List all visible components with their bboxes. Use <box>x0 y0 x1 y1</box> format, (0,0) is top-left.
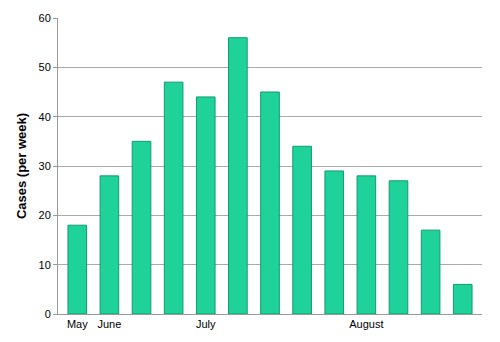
svg-text:60: 60 <box>39 12 51 24</box>
svg-text:10: 10 <box>39 259 51 271</box>
svg-text:May: May <box>67 318 88 330</box>
svg-text:July: July <box>196 318 216 330</box>
svg-text:August: August <box>349 318 383 330</box>
svg-text:Cases (per week): Cases (per week) <box>14 113 29 219</box>
svg-text:June: June <box>97 318 121 330</box>
svg-text:30: 30 <box>39 160 51 172</box>
svg-text:50: 50 <box>39 61 51 73</box>
svg-text:20: 20 <box>39 209 51 221</box>
svg-text:0: 0 <box>45 308 51 320</box>
svg-text:40: 40 <box>39 111 51 123</box>
